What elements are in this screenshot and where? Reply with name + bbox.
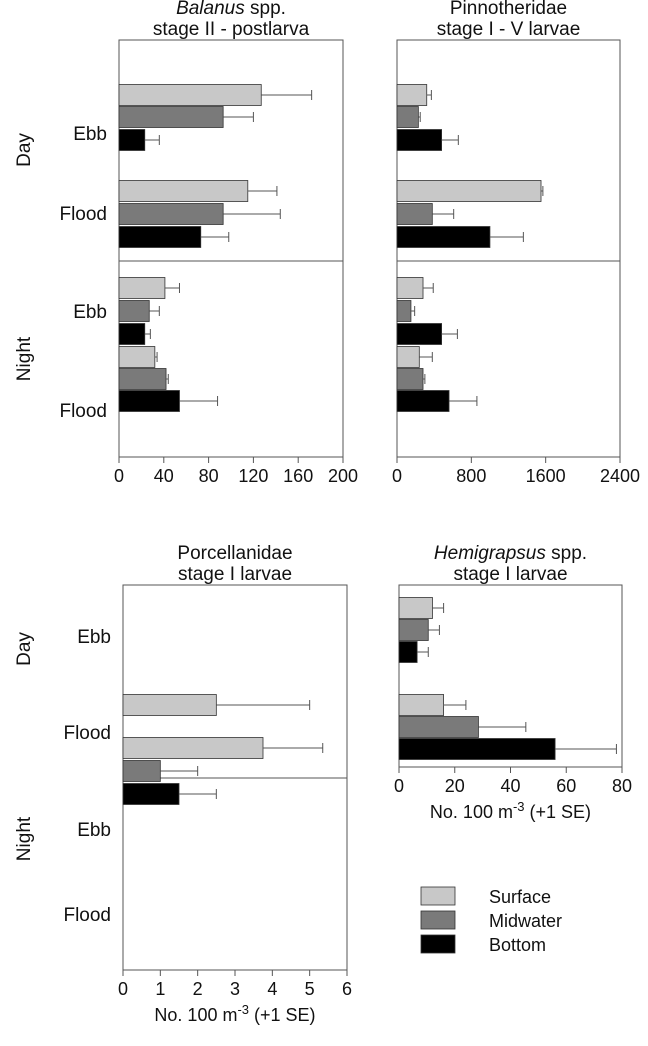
panel-title: Balanus spp. (176, 0, 286, 19)
time-of-day-label: Day (14, 133, 35, 167)
panel-subtitle: stage I larvae (178, 564, 292, 585)
bar (118, 84, 262, 106)
tide-label: Flood (59, 401, 107, 422)
bar (396, 129, 442, 151)
tide-label: Ebb (73, 124, 107, 145)
x-tick-label: 0 (394, 776, 404, 796)
bar (396, 203, 433, 225)
panel-title: Pinnotheridae (450, 0, 567, 19)
bar (396, 277, 424, 299)
x-tick-label: 40 (154, 466, 174, 486)
tide-label: Flood (63, 723, 111, 744)
x-tick-label: 20 (445, 776, 465, 796)
bar (396, 368, 424, 390)
bar (398, 619, 429, 641)
bar (118, 300, 150, 322)
bar (118, 390, 180, 412)
bar (118, 106, 224, 128)
tide-label: Ebb (77, 820, 111, 841)
bar (396, 323, 442, 345)
x-tick-label: 40 (500, 776, 520, 796)
bar (398, 694, 444, 716)
chart-marks (118, 84, 617, 805)
x-tick-label: 0 (392, 466, 402, 486)
legend-swatch (420, 886, 456, 906)
x-tick-label: 4 (267, 979, 277, 999)
bar (396, 300, 412, 322)
bar (118, 226, 202, 248)
panel-subtitle: stage II - postlarva (153, 19, 310, 40)
time-of-day-label: Night (14, 336, 35, 381)
tide-label: Flood (59, 204, 107, 225)
x-axis-label: No. 100 m-3 (+1 SE) (430, 799, 591, 822)
panel-frame (396, 39, 621, 458)
panel-subtitle: stage I larvae (453, 564, 567, 585)
tide-label: Ebb (73, 302, 107, 323)
bar (118, 368, 167, 390)
legend-label: Surface (489, 887, 551, 907)
x-tick-label: 80 (612, 776, 632, 796)
panel-title: Hemigrapsus spp. (434, 543, 587, 564)
bar (396, 346, 420, 368)
x-tick-label: 3 (230, 979, 240, 999)
bar (118, 346, 156, 368)
x-tick-label: 160 (283, 466, 313, 486)
x-tick-label: 1600 (526, 466, 566, 486)
bar (122, 694, 217, 716)
tide-label: Flood (63, 905, 111, 926)
bar (396, 226, 491, 248)
bar (396, 106, 419, 128)
x-axis-label: No. 100 m-3 (+1 SE) (154, 1002, 315, 1025)
bar (122, 737, 264, 759)
tide-label: Ebb (77, 627, 111, 648)
legend-swatch (420, 910, 456, 930)
legend-label: Midwater (489, 911, 562, 931)
bar (118, 277, 166, 299)
panel-frame (118, 39, 344, 458)
bar (118, 323, 146, 345)
time-of-day-label: Day (14, 632, 35, 666)
x-tick-label: 2 (193, 979, 203, 999)
x-tick-label: 2400 (600, 466, 640, 486)
x-tick-label: 0 (114, 466, 124, 486)
bar (118, 180, 249, 202)
bar (396, 390, 450, 412)
legend-label: Bottom (489, 935, 546, 955)
legend: Surface Midwater Bottom (420, 886, 562, 955)
x-tick-label: 5 (305, 979, 315, 999)
bar (398, 716, 479, 738)
legend-swatch (420, 934, 456, 954)
x-tick-label: 0 (118, 979, 128, 999)
bar (122, 760, 161, 782)
x-tick-label: 80 (199, 466, 219, 486)
bar (396, 180, 542, 202)
panel-title: Porcellanidae (177, 543, 292, 564)
bar (396, 84, 428, 106)
x-tick-label: 200 (328, 466, 358, 486)
bar (122, 783, 180, 805)
x-tick-label: 800 (456, 466, 486, 486)
x-tick-label: 6 (342, 979, 352, 999)
bar (398, 738, 556, 760)
x-tick-label: 1 (155, 979, 165, 999)
bar (398, 597, 433, 619)
x-tick-label: 120 (238, 466, 268, 486)
bar (118, 203, 224, 225)
panel-subtitle: stage I - V larvae (437, 19, 581, 40)
bar (398, 641, 418, 663)
bar (118, 129, 146, 151)
x-tick-label: 60 (556, 776, 576, 796)
time-of-day-label: Night (14, 816, 35, 861)
